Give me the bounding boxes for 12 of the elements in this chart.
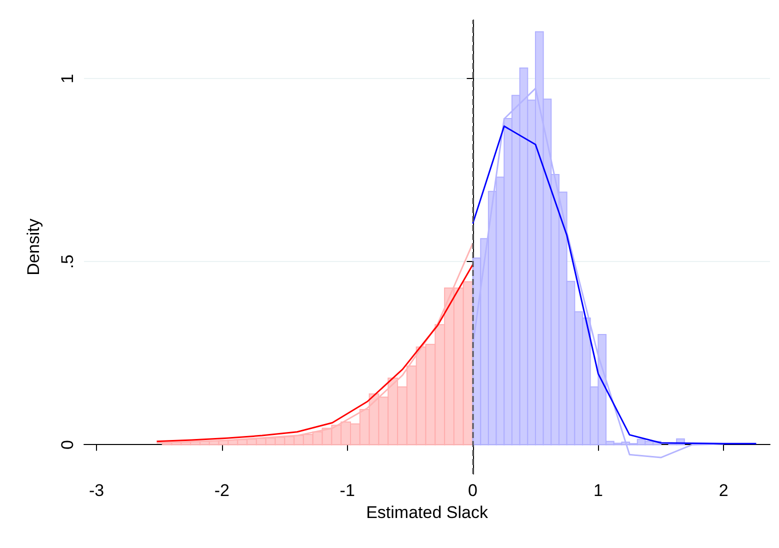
x-tick-label: -1 xyxy=(340,481,355,500)
y-tick-label: 0 xyxy=(58,440,77,450)
x-tick-label: -2 xyxy=(214,481,230,500)
x-tick-label: 0 xyxy=(468,481,478,500)
y-axis-title: Density xyxy=(24,218,43,276)
y-tick-label: .5 xyxy=(58,254,77,269)
x-tick-label: 1 xyxy=(593,481,603,500)
line-series xyxy=(472,125,757,444)
y-tick-label: 1 xyxy=(58,74,77,84)
x-tick-label: -3 xyxy=(88,481,104,500)
x-tick-label: 2 xyxy=(718,481,728,500)
x-axis-title: Estimated Slack xyxy=(366,503,488,522)
